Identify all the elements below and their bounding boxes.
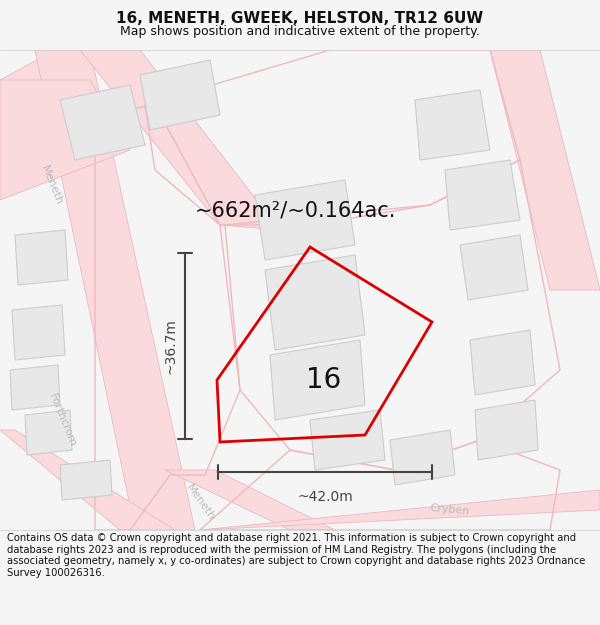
Polygon shape [390, 430, 455, 485]
Polygon shape [60, 85, 145, 160]
Polygon shape [0, 50, 80, 110]
Polygon shape [25, 410, 72, 455]
Text: ~662m²/~0.164ac.: ~662m²/~0.164ac. [195, 200, 397, 220]
Polygon shape [460, 235, 528, 300]
Polygon shape [490, 50, 600, 290]
Polygon shape [60, 460, 112, 500]
Polygon shape [0, 430, 175, 530]
Polygon shape [475, 400, 538, 460]
Polygon shape [15, 230, 68, 285]
Polygon shape [0, 80, 130, 200]
Polygon shape [35, 50, 195, 530]
Polygon shape [165, 470, 335, 530]
Polygon shape [415, 90, 490, 160]
Text: Meneth: Meneth [184, 482, 216, 522]
Polygon shape [12, 305, 65, 360]
Polygon shape [265, 255, 365, 350]
Text: 16, MENETH, GWEEK, HELSTON, TR12 6UW: 16, MENETH, GWEEK, HELSTON, TR12 6UW [116, 11, 484, 26]
Text: Meneth: Meneth [40, 164, 65, 206]
Polygon shape [80, 50, 280, 230]
Polygon shape [200, 490, 600, 530]
Polygon shape [140, 60, 220, 130]
Text: Map shows position and indicative extent of the property.: Map shows position and indicative extent… [120, 24, 480, 38]
Text: Forthcrom: Forthcrom [47, 392, 77, 448]
Polygon shape [255, 180, 355, 260]
Text: Cryben: Cryben [430, 503, 470, 517]
Polygon shape [10, 365, 60, 410]
Text: ~42.0m: ~42.0m [297, 490, 353, 504]
Polygon shape [445, 160, 520, 230]
Text: ~36.7m: ~36.7m [163, 318, 177, 374]
Text: 16: 16 [306, 366, 341, 394]
Text: Contains OS data © Crown copyright and database right 2021. This information is : Contains OS data © Crown copyright and d… [7, 533, 586, 578]
Polygon shape [310, 410, 385, 470]
Polygon shape [470, 330, 535, 395]
Polygon shape [270, 340, 365, 420]
